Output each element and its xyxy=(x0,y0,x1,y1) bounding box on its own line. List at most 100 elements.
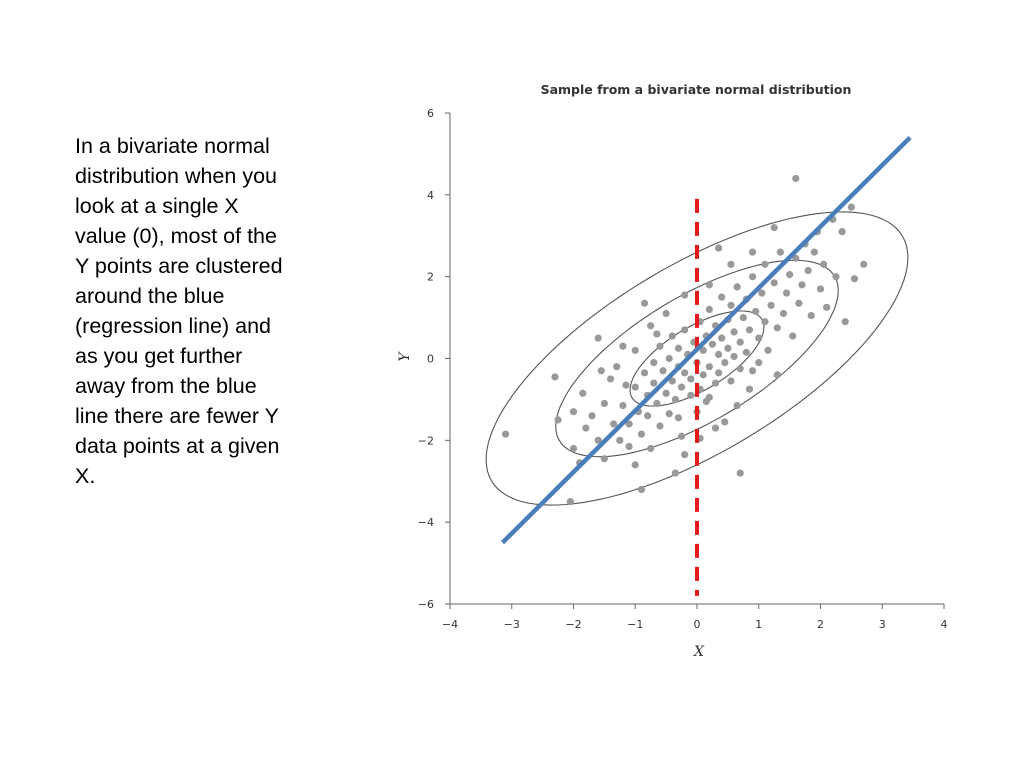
overlay-lines xyxy=(500,135,912,596)
data-point xyxy=(705,281,713,289)
data-point xyxy=(736,365,744,373)
data-point xyxy=(748,248,757,256)
data-point xyxy=(699,371,707,379)
data-point xyxy=(748,273,757,281)
data-point xyxy=(841,318,849,326)
data-point xyxy=(677,383,686,391)
data-point xyxy=(708,340,717,348)
data-point xyxy=(755,358,763,367)
data-point xyxy=(838,228,846,236)
data-point xyxy=(832,273,840,281)
data-point xyxy=(631,383,639,391)
caption-line: line there are fewer Y xyxy=(75,404,279,428)
data-point xyxy=(554,416,562,424)
caption-line: value (0), most of the xyxy=(75,224,277,248)
data-point xyxy=(724,344,732,352)
data-point xyxy=(668,377,676,385)
data-point xyxy=(647,322,655,330)
data-point xyxy=(606,375,615,383)
x-tick-label: 1 xyxy=(755,618,762,631)
data-point xyxy=(776,248,784,256)
x-tick-label: −4 xyxy=(442,618,458,631)
data-point xyxy=(597,367,605,375)
data-point xyxy=(739,313,747,322)
data-point xyxy=(721,418,729,426)
data-point xyxy=(742,348,751,356)
data-point xyxy=(792,254,800,262)
data-point xyxy=(733,283,741,291)
caption-line: (regression line) and xyxy=(75,314,271,338)
caption-line: data points at a given xyxy=(75,434,280,458)
data-point xyxy=(823,303,831,311)
data-point xyxy=(671,395,679,404)
data-point xyxy=(582,424,590,432)
data-point xyxy=(736,469,744,477)
caption-line: Y points are clustered xyxy=(75,254,283,278)
y-tick-label: −6 xyxy=(418,598,434,611)
data-point xyxy=(687,391,695,399)
data-point xyxy=(566,498,575,506)
x-tick-label: 4 xyxy=(941,618,948,631)
data-point xyxy=(551,373,559,381)
data-point xyxy=(637,485,646,494)
data-point xyxy=(622,381,630,389)
data-point xyxy=(711,379,720,387)
data-point xyxy=(656,342,664,350)
data-point xyxy=(569,444,578,453)
y-tick-label: −4 xyxy=(418,516,434,529)
data-point xyxy=(792,174,800,183)
caption-line: around the blue xyxy=(75,284,225,308)
data-point xyxy=(588,412,596,420)
data-point xyxy=(711,424,720,432)
y-tick-label: −2 xyxy=(418,434,434,447)
data-point xyxy=(665,354,673,363)
data-point xyxy=(640,369,649,377)
caption-line: away from the blue xyxy=(75,374,257,398)
x-tick-label: 3 xyxy=(879,618,886,631)
data-point xyxy=(659,367,667,375)
data-point xyxy=(681,291,689,299)
data-point xyxy=(662,389,670,397)
x-tick-label: 0 xyxy=(694,618,701,631)
caption-text: In a bivariate normal distribution when y… xyxy=(75,131,340,491)
data-point xyxy=(727,377,735,385)
data-point xyxy=(761,318,769,326)
data-point xyxy=(640,299,649,307)
data-point xyxy=(671,469,679,477)
data-point xyxy=(819,260,828,268)
data-point xyxy=(569,408,578,416)
y-tick-label: 0 xyxy=(427,353,434,366)
data-point xyxy=(795,299,803,307)
data-point xyxy=(773,371,781,379)
data-point xyxy=(610,420,618,428)
data-point xyxy=(650,379,658,387)
caption-line: X. xyxy=(75,464,96,488)
data-point xyxy=(674,414,683,422)
axes: −4 −3 −2 −1 0 1 2 3 4 −6 −4 −2 0 2 4 6 xyxy=(418,107,948,631)
data-point xyxy=(613,363,621,371)
data-point xyxy=(755,334,763,342)
data-point xyxy=(736,338,744,346)
data-point xyxy=(662,309,670,318)
x-tick-label: −1 xyxy=(627,618,643,631)
data-point xyxy=(631,461,639,469)
data-point xyxy=(653,399,661,408)
data-point xyxy=(625,420,633,428)
data-point xyxy=(779,309,788,318)
data-point xyxy=(650,358,658,367)
data-point xyxy=(727,260,735,268)
y-tick-label: 4 xyxy=(427,189,434,202)
data-point xyxy=(705,305,713,313)
data-point xyxy=(798,281,806,289)
data-point xyxy=(668,332,676,340)
data-point xyxy=(752,307,760,316)
data-point xyxy=(677,432,686,440)
data-point xyxy=(810,248,818,256)
data-point xyxy=(745,385,754,393)
data-point xyxy=(674,344,683,352)
y-axis-label: Y xyxy=(397,351,413,362)
data-point xyxy=(699,346,707,354)
data-point xyxy=(782,289,791,297)
data-point xyxy=(745,326,754,334)
caption-line: look at a single X xyxy=(75,194,239,218)
